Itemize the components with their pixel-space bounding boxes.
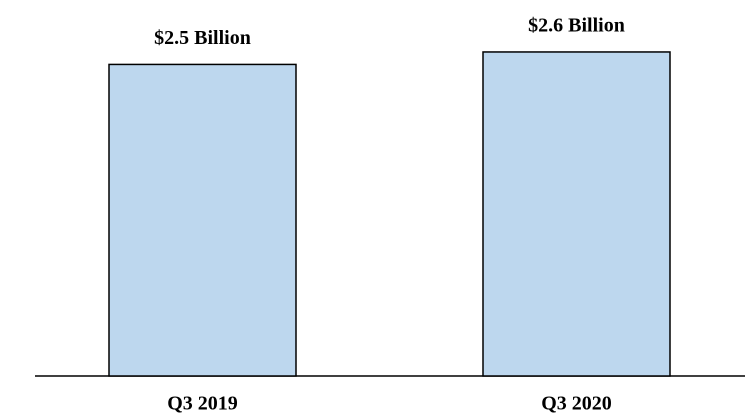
value-label: $2.5 Billion [154, 27, 251, 49]
bar [108, 63, 297, 377]
x-tick-label: Q3 2020 [541, 393, 612, 415]
bar [482, 51, 671, 377]
value-label: $2.6 Billion [528, 15, 625, 37]
x-tick-label: Q3 2019 [167, 393, 238, 415]
